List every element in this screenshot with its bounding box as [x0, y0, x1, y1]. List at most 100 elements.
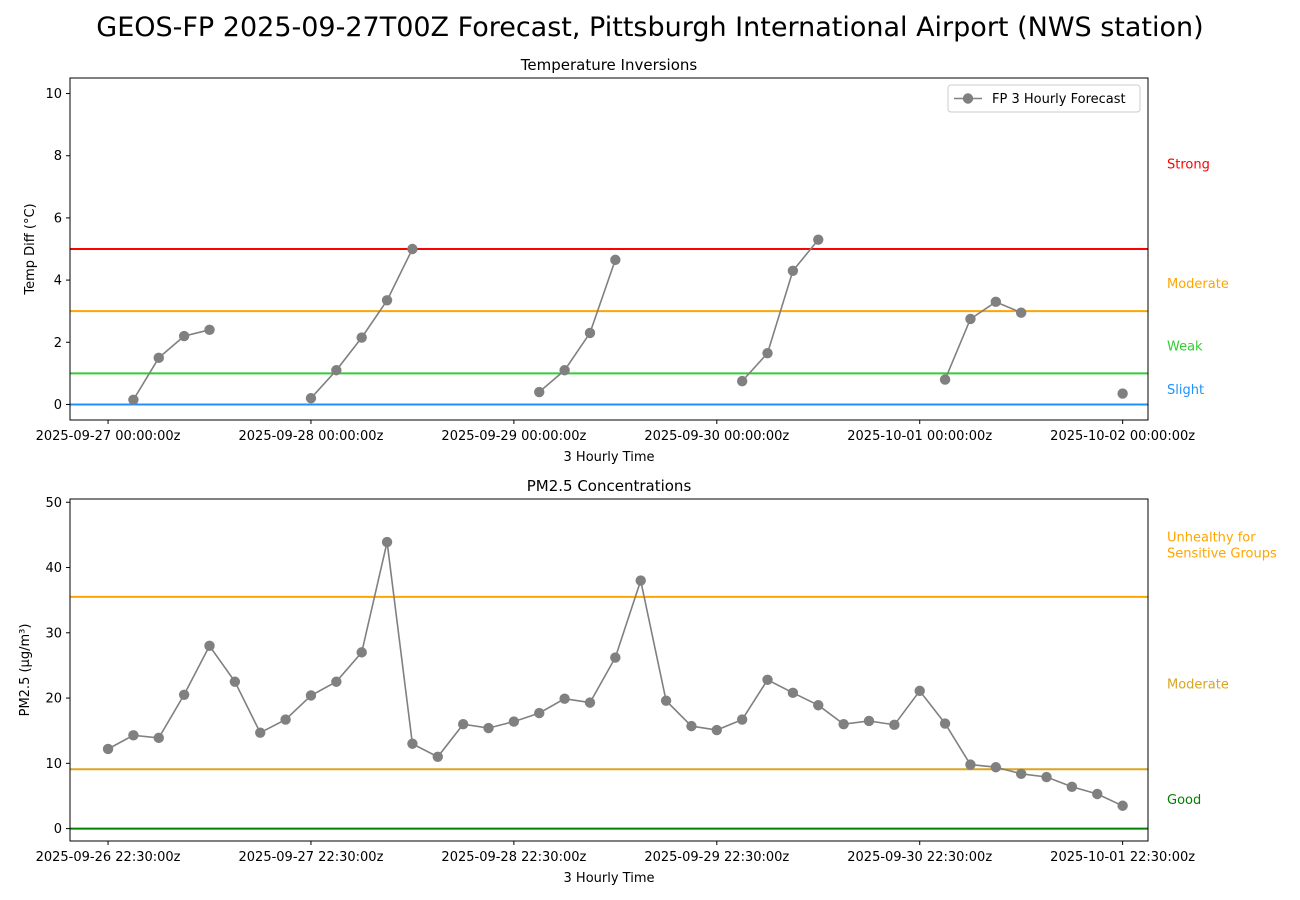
threshold-label: Good: [1167, 793, 1201, 808]
x-tick-label: 2025-09-27 22:30:00z: [239, 850, 384, 865]
data-point: [686, 720, 697, 732]
x-tick-label: 2025-10-01 00:00:00z: [847, 429, 992, 444]
data-point: [255, 727, 266, 738]
data-point: [1117, 800, 1128, 811]
threshold-label: Strong: [1167, 158, 1210, 173]
legend-box: [947, 84, 1141, 113]
y-tick-label: 8: [54, 149, 62, 164]
data-point: [965, 759, 976, 770]
data-point: [407, 243, 418, 255]
x-axis-label: 3 Hourly Time: [564, 450, 655, 465]
chart-panel-2: PM2.5 Concentrations Unhealthy forSensiti…: [18, 477, 1277, 886]
y-tick-label: 0: [54, 398, 62, 413]
data-point: [813, 234, 824, 245]
y-tick-label: 50: [45, 496, 62, 511]
y-axis-label: PM2.5 (μg/m³): [18, 624, 33, 717]
x-axis-label: 3 Hourly Time: [564, 871, 655, 886]
y-tick-label: 6: [54, 211, 62, 226]
data-point: [153, 732, 164, 744]
panel-title: PM2.5 Concentrations: [527, 477, 692, 495]
x-tick-label: 2025-10-02 00:00:00z: [1050, 429, 1195, 444]
data-point: [381, 295, 393, 306]
data-point: [584, 327, 596, 339]
data-point: [736, 375, 748, 387]
x-tick-label: 2025-09-28 00:00:00z: [239, 429, 384, 444]
data-point: [787, 265, 799, 276]
data-point: [736, 714, 748, 725]
data-point: [863, 715, 875, 727]
data-point: [534, 386, 545, 398]
data-point: [1015, 307, 1027, 318]
data-point: [407, 738, 418, 749]
x-tick-label: 2025-10-01 22:30:00z: [1050, 850, 1195, 865]
data-point: [102, 743, 114, 755]
data-point: [559, 693, 570, 704]
data-point: [534, 707, 545, 719]
figure-title: GEOS-FP 2025-09-27T00Z Forecast, Pittsbu…: [96, 12, 1204, 43]
x-tick-label: 2025-09-30 00:00:00z: [644, 429, 789, 444]
threshold-label: Unhealthy for: [1167, 531, 1256, 546]
series-line: [132, 329, 210, 401]
data-point: [762, 347, 773, 359]
y-tick-label: 40: [45, 561, 62, 576]
data-point: [1092, 788, 1103, 800]
series-line: [538, 259, 617, 393]
threshold-label: Moderate: [1167, 678, 1229, 693]
data-point: [889, 719, 900, 731]
data-point: [229, 676, 241, 687]
data-point: [559, 365, 570, 376]
axes-frame: [69, 77, 1149, 421]
data-point: [128, 730, 139, 741]
data-point: [356, 647, 367, 658]
data-point: [965, 313, 976, 325]
data-point: [1066, 781, 1078, 793]
axes-frame: [69, 498, 1149, 842]
data-point: [838, 718, 849, 730]
data-point: [178, 330, 190, 342]
y-tick-label: 10: [45, 757, 62, 772]
data-point: [762, 674, 773, 685]
threshold-label: Slight: [1167, 383, 1204, 398]
data-point: [153, 352, 164, 364]
data-point: [939, 374, 951, 385]
series-line: [944, 300, 1022, 380]
threshold-label: Moderate: [1167, 277, 1229, 292]
data-point: [204, 324, 215, 336]
data-point: [305, 393, 317, 404]
data-point: [610, 254, 621, 266]
data-point: [787, 687, 799, 699]
data-point: [1015, 768, 1027, 779]
data-point: [128, 394, 139, 405]
x-tick-label: 2025-09-29 00:00:00z: [441, 429, 586, 444]
threshold-label: Weak: [1167, 339, 1203, 354]
data-point: [635, 575, 646, 586]
series-line: [310, 248, 414, 399]
panel-title: Temperature Inversions: [520, 56, 698, 74]
data-point: [813, 700, 824, 711]
data-point: [914, 685, 925, 697]
legend: FP 3 Hourly Forecast: [947, 84, 1141, 113]
x-tick-label: 2025-09-27 00:00:00z: [36, 429, 181, 444]
x-tick-label: 2025-09-29 22:30:00z: [644, 850, 789, 865]
data-point: [939, 718, 951, 729]
data-point: [584, 697, 596, 708]
data-point: [508, 716, 520, 727]
data-point: [331, 676, 342, 687]
y-tick-label: 20: [45, 692, 62, 707]
data-point: [432, 751, 443, 763]
data-point: [483, 722, 494, 734]
chart-panel-1: Temperature Inversions Strong Moderate Weak…: [23, 56, 1229, 465]
data-point: [204, 640, 215, 652]
series-line: [741, 239, 819, 382]
data-point: [990, 762, 1002, 773]
data-point: [356, 332, 367, 343]
legend-marker: [962, 93, 974, 104]
y-tick-label: 0: [54, 822, 62, 837]
threshold-label: Sensitive Groups: [1167, 547, 1277, 562]
x-tick-label: 2025-09-30 22:30:00z: [847, 850, 992, 865]
x-tick-label: 2025-09-26 22:30:00z: [36, 850, 181, 865]
y-tick-label: 30: [45, 626, 62, 641]
data-point: [711, 724, 722, 736]
data-point: [660, 695, 672, 706]
